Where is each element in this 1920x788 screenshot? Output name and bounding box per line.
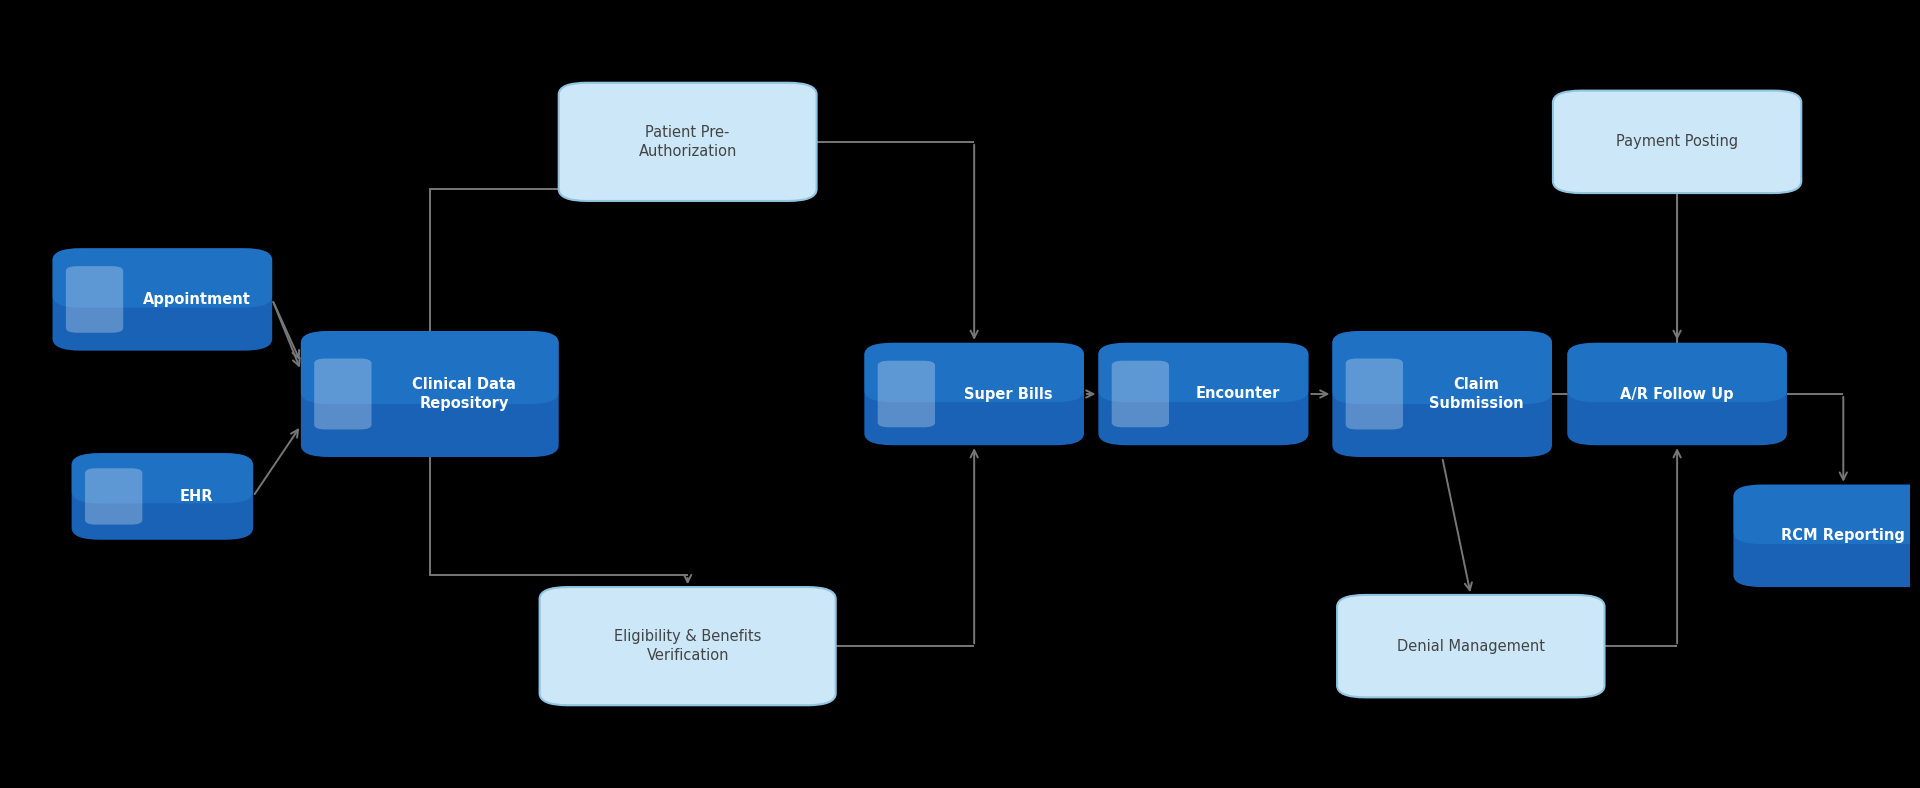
Text: Encounter: Encounter (1196, 386, 1281, 402)
Text: Super Bills: Super Bills (964, 386, 1052, 402)
FancyBboxPatch shape (52, 248, 273, 307)
FancyBboxPatch shape (301, 331, 559, 404)
Text: Denial Management: Denial Management (1398, 638, 1546, 654)
FancyBboxPatch shape (1098, 343, 1308, 402)
FancyBboxPatch shape (315, 359, 372, 429)
FancyBboxPatch shape (559, 83, 816, 201)
Text: A/R Follow Up: A/R Follow Up (1620, 386, 1734, 402)
FancyBboxPatch shape (71, 453, 253, 540)
FancyBboxPatch shape (1336, 595, 1605, 697)
Text: Clinical Data
Repository: Clinical Data Repository (413, 377, 516, 411)
FancyBboxPatch shape (1112, 361, 1169, 427)
FancyBboxPatch shape (1332, 331, 1551, 404)
Text: Eligibility & Benefits
Verification: Eligibility & Benefits Verification (614, 629, 762, 663)
FancyBboxPatch shape (65, 266, 123, 333)
FancyBboxPatch shape (84, 468, 142, 525)
Text: Appointment: Appointment (142, 292, 252, 307)
FancyBboxPatch shape (540, 587, 835, 705)
Text: Patient Pre-
Authorization: Patient Pre- Authorization (639, 125, 737, 159)
FancyBboxPatch shape (877, 361, 935, 427)
FancyBboxPatch shape (1553, 91, 1801, 193)
FancyBboxPatch shape (1098, 343, 1308, 445)
Text: EHR: EHR (180, 489, 213, 504)
FancyBboxPatch shape (1734, 485, 1920, 544)
Text: Payment Posting: Payment Posting (1617, 134, 1738, 150)
FancyBboxPatch shape (52, 248, 273, 351)
FancyBboxPatch shape (1332, 331, 1551, 457)
Text: RCM Reporting: RCM Reporting (1782, 528, 1905, 544)
FancyBboxPatch shape (1346, 359, 1404, 429)
FancyBboxPatch shape (301, 331, 559, 457)
FancyBboxPatch shape (864, 343, 1085, 445)
FancyBboxPatch shape (71, 453, 253, 504)
FancyBboxPatch shape (1734, 485, 1920, 587)
FancyBboxPatch shape (1567, 343, 1788, 445)
FancyBboxPatch shape (864, 343, 1085, 402)
Text: Claim
Submission: Claim Submission (1428, 377, 1524, 411)
FancyBboxPatch shape (1567, 343, 1788, 402)
